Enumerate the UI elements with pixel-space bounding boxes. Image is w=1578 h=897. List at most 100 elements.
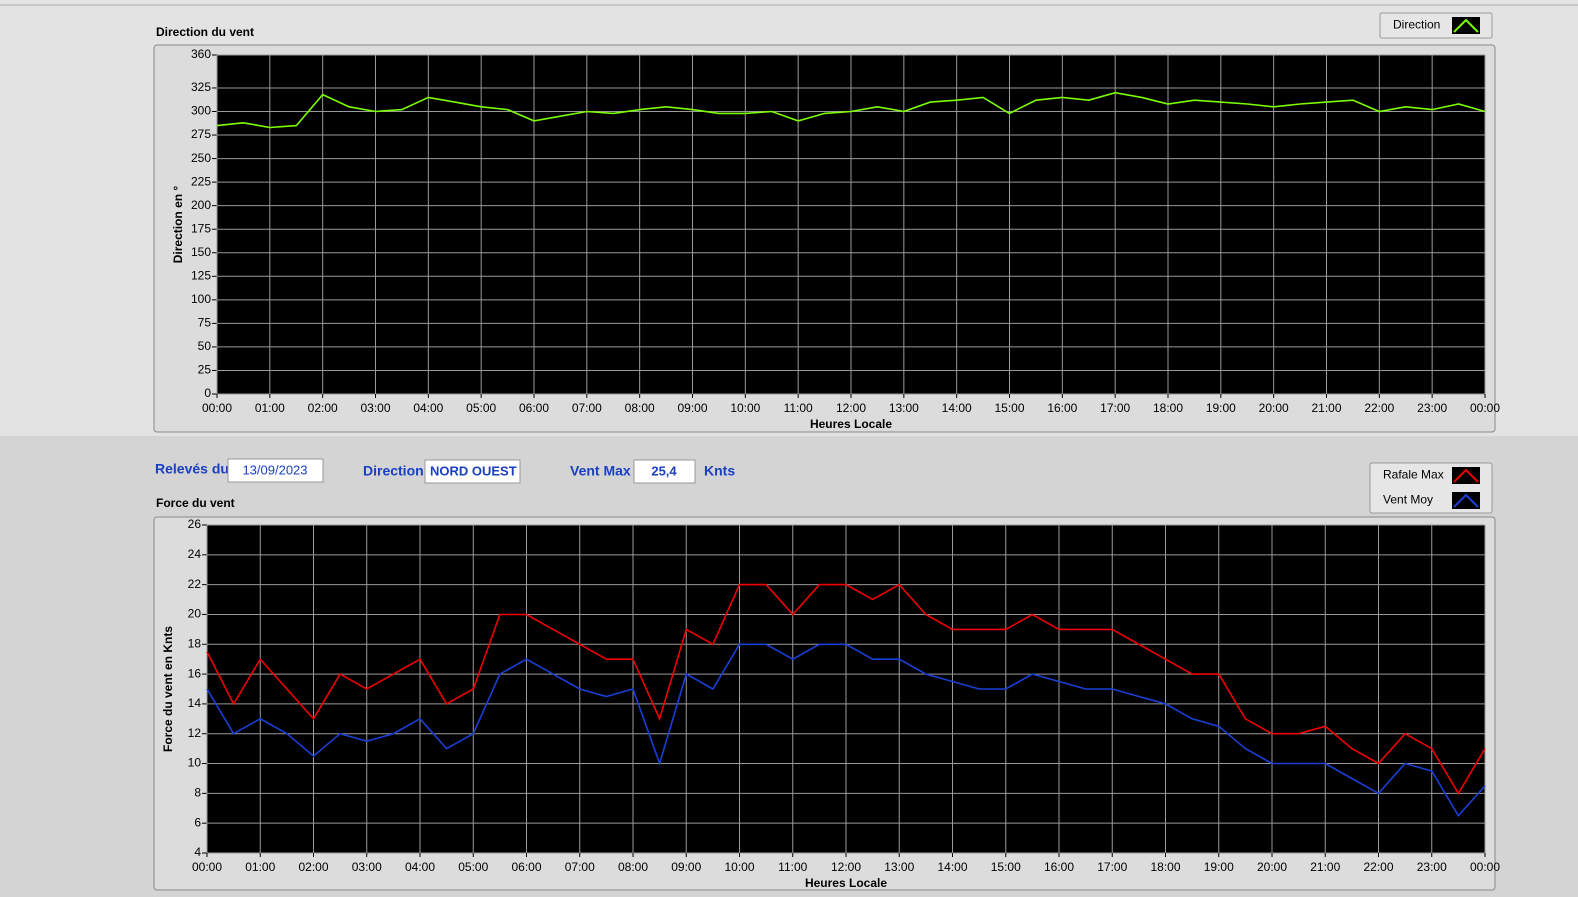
x-tick-label: 10:00 — [730, 401, 760, 415]
y-tick-label: 4 — [194, 845, 201, 859]
legend-label: Vent Moy — [1383, 493, 1433, 507]
y-tick-label: 6 — [194, 815, 201, 829]
x-tick-label: 07:00 — [572, 401, 602, 415]
x-tick-label: 15:00 — [991, 860, 1021, 874]
x-tick-label: 08:00 — [625, 401, 655, 415]
x-tick-label: 20:00 — [1257, 860, 1287, 874]
legend-icon — [1453, 493, 1479, 508]
x-tick-label: 15:00 — [994, 401, 1024, 415]
y-tick-label: 150 — [191, 245, 211, 259]
legend-label: Rafale Max — [1383, 468, 1444, 482]
x-tick-label: 00:00 — [202, 401, 232, 415]
y-tick-label: 225 — [191, 174, 211, 188]
y-axis-label: Force du vent en Knts — [161, 626, 175, 752]
x-tick-label: 11:00 — [784, 401, 813, 415]
y-tick-label: 20 — [188, 607, 202, 621]
x-tick-label: 17:00 — [1100, 401, 1130, 415]
x-tick-label: 06:00 — [511, 860, 541, 874]
direction-value: NORD OUEST — [430, 463, 517, 478]
x-tick-label: 08:00 — [618, 860, 648, 874]
x-tick-label: 00:00 — [1470, 401, 1500, 415]
legend-swatch — [1452, 467, 1480, 484]
legend-icon — [1453, 468, 1479, 483]
date-label: Relevés du — [155, 461, 229, 477]
series-line — [216, 91, 1486, 129]
y-tick-label: 24 — [188, 547, 202, 561]
x-tick-label: 16:00 — [1044, 860, 1074, 874]
x-tick-label: 05:00 — [466, 401, 496, 415]
x-tick-label: 22:00 — [1364, 401, 1394, 415]
y-tick-label: 12 — [188, 726, 202, 740]
x-tick-label: 22:00 — [1363, 860, 1393, 874]
x-tick-label: 18:00 — [1150, 860, 1180, 874]
y-tick-label: 50 — [198, 339, 212, 353]
legend-label: Direction — [1393, 18, 1440, 32]
direction-field[interactable] — [424, 459, 521, 484]
max-field[interactable] — [633, 459, 696, 484]
x-tick-label: 10:00 — [724, 860, 754, 874]
legend-swatch — [1452, 17, 1480, 34]
date-value: 13/09/2023 — [242, 462, 307, 477]
chart-title: Direction du vent — [156, 25, 254, 39]
y-tick-label: 26 — [188, 517, 202, 531]
series-line — [206, 583, 1486, 795]
y-tick-label: 200 — [191, 198, 211, 212]
y-tick-label: 300 — [191, 104, 211, 118]
x-tick-label: 18:00 — [1153, 401, 1183, 415]
legend-swatch — [1452, 492, 1480, 509]
max-unit: Knts — [704, 463, 735, 479]
y-tick-label: 275 — [191, 127, 211, 141]
x-tick-label: 07:00 — [565, 860, 595, 874]
x-tick-label: 16:00 — [1047, 401, 1077, 415]
x-tick-label: 06:00 — [519, 401, 549, 415]
y-tick-label: 18 — [188, 636, 202, 650]
x-tick-label: 03:00 — [352, 860, 382, 874]
y-tick-label: 250 — [191, 151, 211, 165]
x-tick-label: 05:00 — [458, 860, 488, 874]
chart-title: Force du vent — [156, 496, 235, 510]
x-tick-label: 23:00 — [1417, 401, 1447, 415]
x-tick-label: 00:00 — [1470, 860, 1500, 874]
y-tick-label: 75 — [198, 316, 212, 330]
y-tick-label: 175 — [191, 221, 211, 235]
max-value: 25,4 — [651, 463, 677, 478]
x-tick-label: 14:00 — [942, 401, 972, 415]
x-tick-label: 12:00 — [831, 860, 861, 874]
y-tick-label: 125 — [191, 268, 211, 282]
y-tick-label: 100 — [191, 292, 211, 306]
series-line — [206, 643, 1486, 818]
y-tick-label: 22 — [188, 577, 202, 591]
y-tick-label: 360 — [191, 47, 211, 61]
y-tick-label: 0 — [204, 386, 211, 400]
x-tick-label: 21:00 — [1310, 860, 1340, 874]
x-tick-label: 19:00 — [1204, 860, 1234, 874]
x-tick-label: 23:00 — [1417, 860, 1447, 874]
y-tick-label: 14 — [188, 696, 202, 710]
date-field[interactable] — [227, 458, 324, 483]
x-tick-label: 17:00 — [1097, 860, 1127, 874]
x-tick-label: 02:00 — [298, 860, 328, 874]
x-axis-label: Heures Locale — [810, 417, 892, 431]
x-tick-label: 02:00 — [308, 401, 338, 415]
x-tick-label: 03:00 — [360, 401, 390, 415]
y-axis-label: Direction en ° — [171, 186, 185, 264]
y-tick-label: 16 — [188, 666, 202, 680]
x-tick-label: 13:00 — [889, 401, 919, 415]
y-tick-label: 325 — [191, 80, 211, 94]
max-label: Vent Max — [570, 463, 631, 479]
x-tick-label: 01:00 — [255, 401, 285, 415]
x-tick-label: 11:00 — [778, 860, 807, 874]
x-tick-label: 09:00 — [671, 860, 701, 874]
x-tick-label: 19:00 — [1206, 401, 1236, 415]
x-tick-label: 09:00 — [677, 401, 707, 415]
direction-label: Direction — [363, 463, 424, 479]
y-tick-label: 10 — [188, 756, 202, 770]
controls: Relevés du 13/09/2023 Direction NORD OUE… — [155, 458, 735, 484]
x-tick-label: 12:00 — [836, 401, 866, 415]
y-tick-label: 25 — [198, 363, 212, 377]
x-tick-label: 04:00 — [405, 860, 435, 874]
x-tick-label: 00:00 — [192, 860, 222, 874]
x-axis-label: Heures Locale — [805, 876, 887, 890]
x-tick-label: 21:00 — [1311, 401, 1341, 415]
